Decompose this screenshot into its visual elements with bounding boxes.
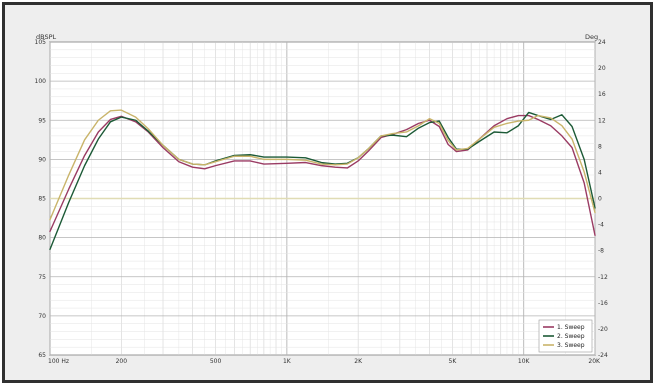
y-tick-label: 70 (38, 313, 46, 320)
y-tick-label: 85 (38, 196, 46, 203)
y2-tick-label: 20 (598, 65, 606, 72)
y2-tick-label: -20 (598, 326, 608, 333)
x-tick-label: 20K (588, 358, 601, 365)
x-tick-label: 100 Hz (48, 358, 69, 365)
x-axis-ticks: 100 Hz 200 500 1K 2K 5K 10K 20K (48, 358, 601, 365)
x-tick-label: 10K (518, 358, 531, 365)
y2-tick-label: 24 (598, 39, 606, 46)
x-tick-label: 500 (210, 358, 222, 365)
frequency-response-chart: 100 Hz 200 500 1K 2K 5K 10K 20K 105100959085807… (35, 33, 608, 365)
y2-tick-label: -16 (598, 300, 608, 307)
legend[interactable]: 1. Sweep 2. Sweep 3. Sweep (538, 319, 593, 353)
y2-tick-label: 16 (598, 91, 606, 98)
y-axis-label: dBSPL (36, 33, 57, 41)
y2-tick-label: -12 (598, 274, 608, 281)
y2-tick-label: -8 (598, 248, 604, 255)
y-tick-label: 80 (38, 235, 46, 242)
legend-label: 1. Sweep (557, 324, 585, 331)
y-tick-label: 95 (38, 117, 46, 124)
legend-label: 3. Sweep (557, 342, 585, 349)
y-tick-label: 75 (38, 274, 46, 281)
y-tick-label: 90 (38, 156, 46, 163)
x-tick-label: 200 (116, 358, 128, 365)
x-tick-label: 1K (283, 358, 292, 365)
y2-tick-label: 4 (598, 169, 602, 176)
x-tick-label: 5K (449, 358, 458, 365)
series-line-3 (49, 109, 596, 221)
y2-axis-label: Deg (585, 33, 598, 41)
y2-tick-label: -24 (598, 352, 608, 359)
y2-tick-label: 12 (598, 117, 606, 124)
y-tick-label: 65 (38, 352, 46, 359)
y2-tick-label: -4 (598, 222, 604, 229)
y-tick-label: 105 (35, 39, 47, 46)
y2-tick-label: 8 (598, 143, 602, 150)
series-lines (49, 109, 596, 251)
y-axis-ticks: 105 100 95 90 85 80 75 70 65 (35, 39, 47, 359)
y2-tick-label: 0 (598, 196, 602, 203)
y2-axis-ticks: 24 20 16 12 8 4 0 -4 -8 -12 -16 -20 -24 (598, 39, 608, 359)
y-tick-label: 100 (35, 78, 47, 85)
legend-label: 2. Sweep (557, 333, 585, 340)
x-tick-label: 2K (354, 358, 363, 365)
